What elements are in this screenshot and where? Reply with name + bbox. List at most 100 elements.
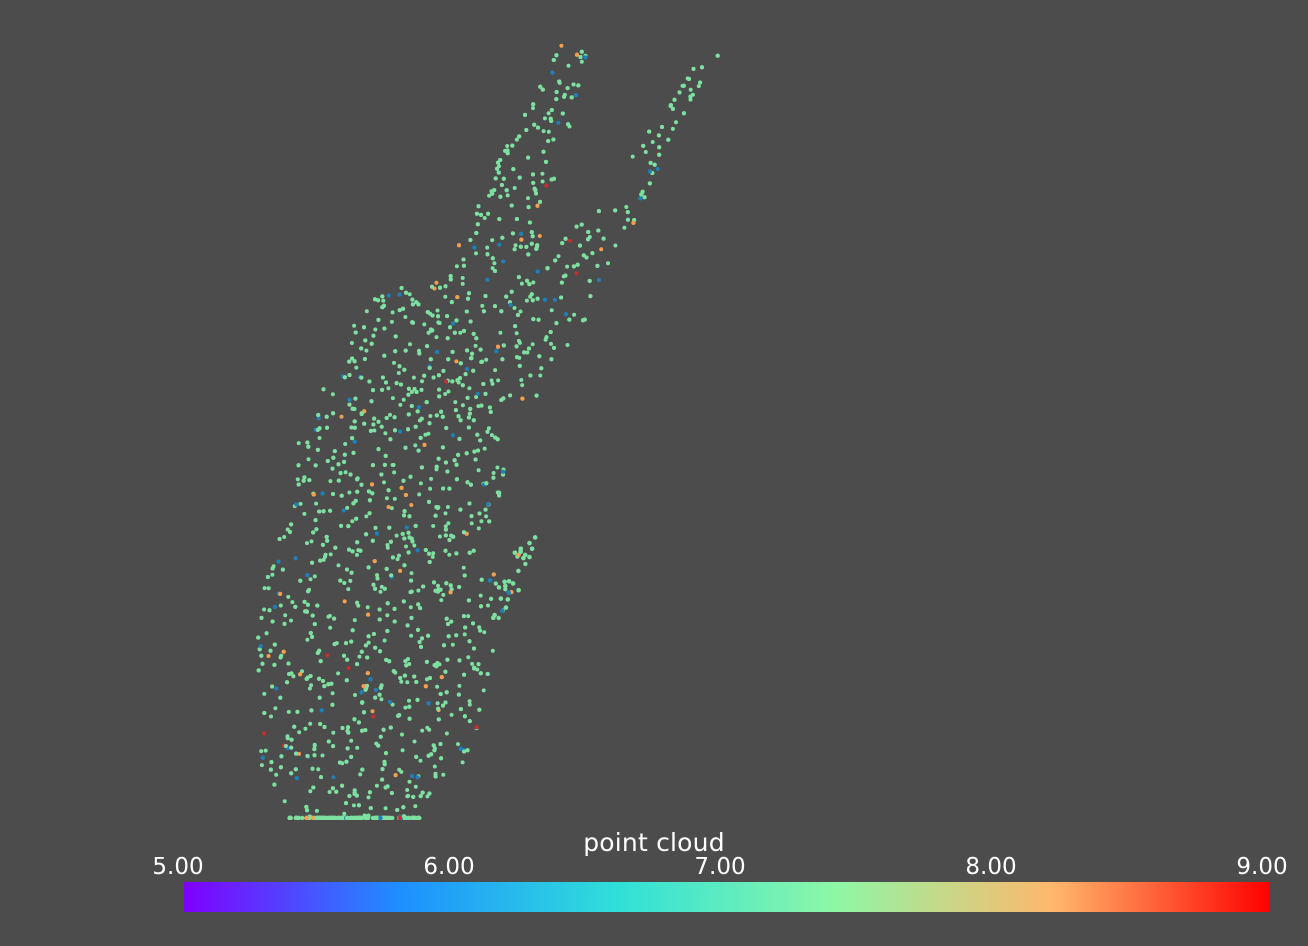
cloud-point: [347, 397, 352, 402]
cloud-point: [392, 496, 397, 501]
cloud-point: [397, 308, 402, 313]
cloud-point: [431, 551, 436, 556]
cloud-point: [490, 381, 495, 386]
cloud-point: [438, 285, 442, 290]
cloud-point: [437, 321, 442, 325]
cloud-point: [339, 523, 344, 528]
cloud-point: [325, 653, 330, 658]
cloud-point: [599, 247, 604, 252]
cloud-point: [413, 523, 418, 528]
cloud-point: [382, 462, 387, 467]
cloud-point: [468, 406, 473, 411]
cloud-point: [313, 518, 318, 523]
cloud-point: [469, 356, 474, 361]
cloud-point: [531, 172, 535, 177]
cloud-point: [490, 238, 495, 243]
cloud-point: [365, 683, 369, 688]
cloud-point: [513, 324, 518, 329]
cloud-point: [497, 490, 502, 495]
cloud-point: [310, 634, 315, 639]
cloud-point: [349, 754, 354, 759]
cloud-point: [359, 690, 364, 695]
cloud-point: [344, 759, 349, 764]
cloud-point: [463, 625, 468, 630]
cloud-point: [566, 63, 571, 68]
cloud-point: [458, 330, 463, 335]
cloud-point: [386, 505, 391, 509]
cloud-point: [583, 55, 588, 60]
cloud-point: [498, 596, 504, 601]
cloud-point: [424, 659, 429, 664]
cloud-point: [354, 365, 359, 370]
cloud-point: [504, 188, 509, 193]
cloud-point: [385, 629, 390, 633]
cloud-point: [359, 411, 364, 416]
cloud-point: [601, 236, 606, 241]
point-cloud-bunny[interactable]: [0, 0, 1308, 820]
cloud-point: [422, 442, 427, 447]
cloud-point: [367, 790, 372, 795]
cloud-point: [363, 338, 368, 343]
cloud-point: [309, 539, 314, 544]
cloud-point: [446, 622, 450, 626]
cloud-point: [416, 405, 421, 410]
cloud-point: [512, 186, 517, 190]
cloud-point: [295, 709, 300, 714]
cloud-point: [432, 764, 437, 769]
cloud-point: [370, 538, 375, 543]
cloud-point: [433, 513, 438, 518]
cloud-point: [439, 409, 444, 414]
cloud-point: [410, 539, 415, 544]
cloud-point: [504, 294, 509, 299]
cloud-point: [363, 643, 368, 648]
cloud-point: [342, 581, 347, 585]
cloud-point: [373, 695, 378, 700]
cloud-point: [516, 275, 521, 280]
cloud-point: [362, 710, 366, 715]
cloud-point: [508, 393, 513, 398]
cloud-point: [377, 617, 382, 622]
cloud-point: [342, 811, 347, 816]
cloud-point: [306, 589, 311, 594]
cloud-point: [435, 661, 440, 666]
cloud-point: [465, 480, 470, 485]
cloud-point: [384, 566, 389, 571]
cloud-point: [485, 277, 490, 282]
cloud-point: [409, 615, 414, 620]
cloud-point: [467, 719, 472, 724]
cloud-point: [427, 366, 432, 370]
cloud-point: [279, 754, 284, 759]
cloud-point: [450, 433, 455, 438]
cloud-point: [355, 477, 360, 482]
cloud-point: [402, 367, 407, 372]
cloud-point: [527, 540, 532, 546]
cloud-point: [278, 695, 283, 700]
cloud-point: [348, 472, 353, 477]
cloud-point: [294, 502, 299, 507]
cloud-point: [380, 777, 385, 782]
cloud-point: [453, 408, 458, 413]
cloud-point: [373, 645, 378, 650]
cloud-point: [536, 317, 541, 322]
cloud-point: [505, 148, 510, 153]
cloud-point: [478, 347, 483, 352]
cloud-point: [283, 613, 288, 618]
cloud-point: [545, 266, 550, 271]
cloud-point: [466, 415, 471, 420]
cloud-point: [289, 618, 293, 623]
cloud-point: [441, 592, 446, 597]
cloud-point: [518, 546, 523, 551]
cloud-point: [406, 427, 410, 432]
cloud-point: [449, 587, 454, 592]
cloud-point: [317, 695, 322, 700]
cloud-point: [538, 199, 542, 204]
cloud-point: [262, 731, 267, 736]
cloud-point: [258, 644, 263, 649]
cloud-point: [356, 803, 361, 808]
cloud-point: [652, 162, 657, 167]
cloud-point: [476, 526, 481, 531]
cloud-point: [578, 243, 582, 248]
cloud-point: [311, 785, 316, 790]
cloud-point: [323, 554, 327, 559]
